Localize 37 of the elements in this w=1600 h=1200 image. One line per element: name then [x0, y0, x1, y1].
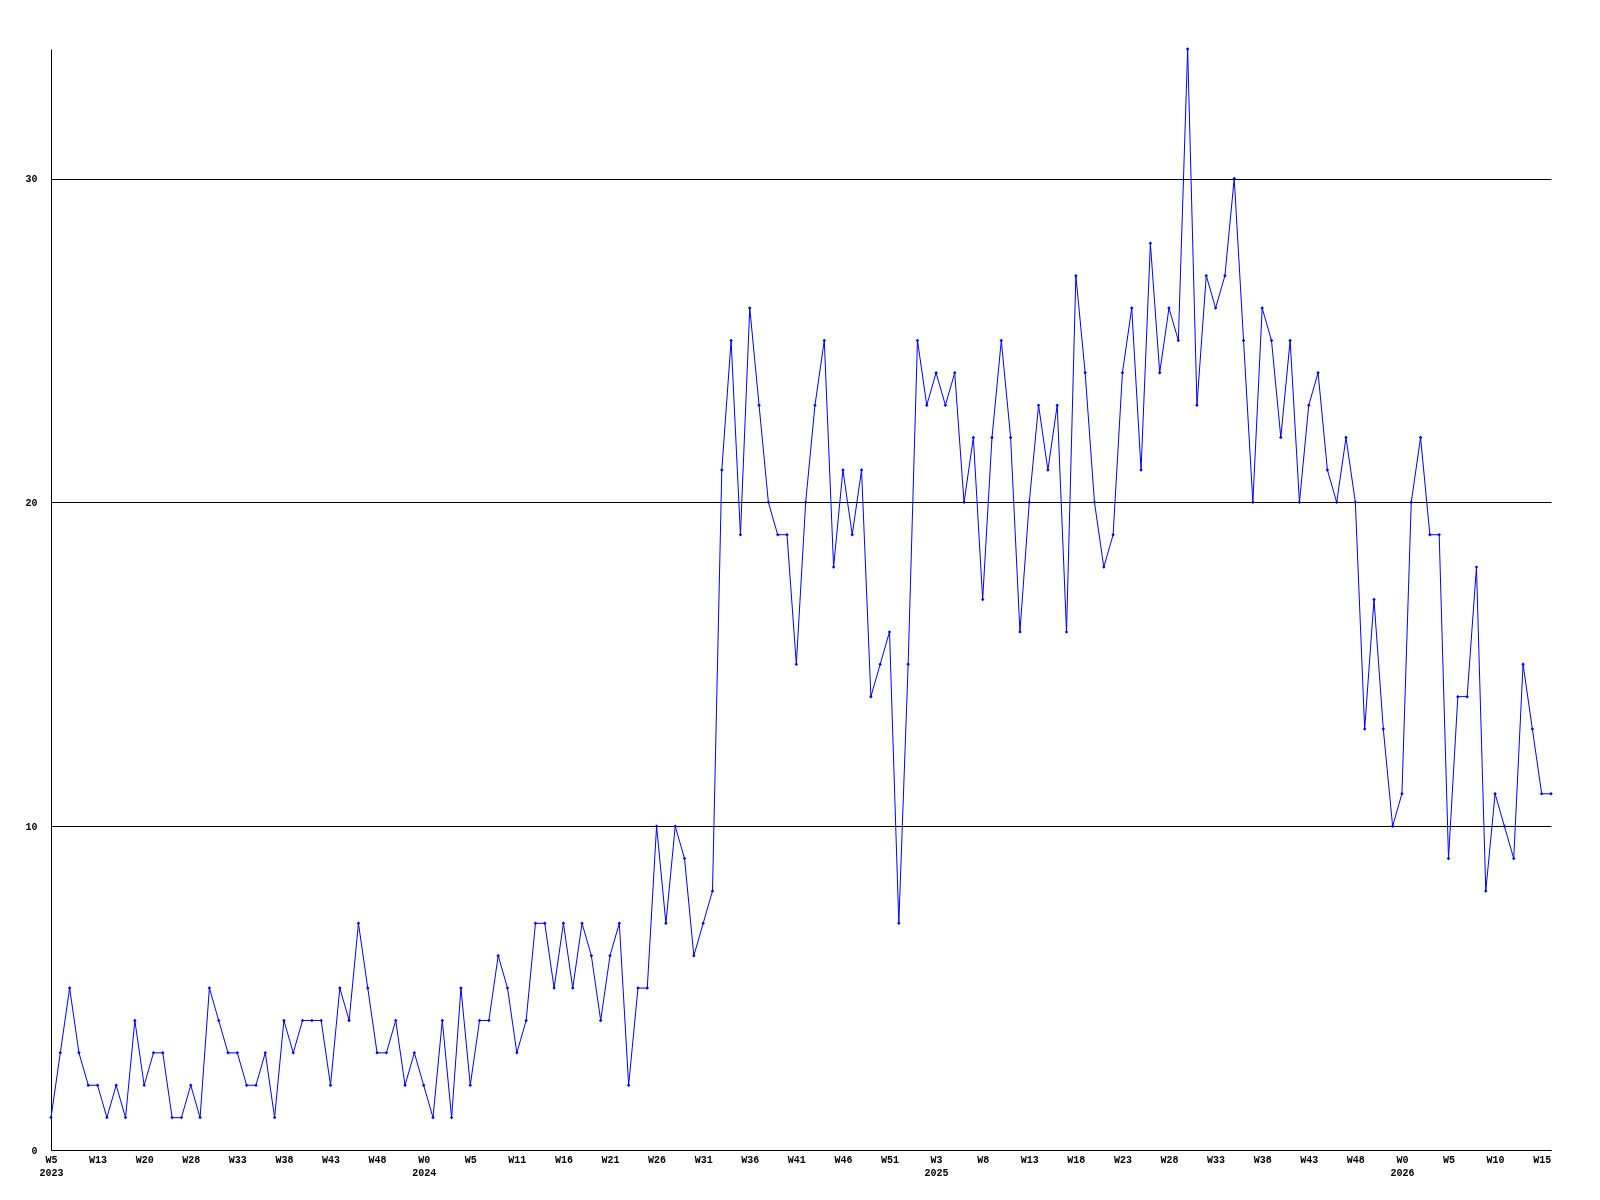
x-tick-label: W21: [601, 1154, 620, 1166]
x-tick-label: W5: [464, 1154, 477, 1166]
x-tick-label: W43: [1300, 1154, 1319, 1166]
x-tick-label: W33: [1207, 1154, 1226, 1166]
x-tick-label: W38: [1253, 1154, 1272, 1166]
x-tick-label: W31: [694, 1154, 713, 1166]
x-tick-label: W51: [881, 1154, 900, 1166]
x-tick-label: W43: [322, 1154, 341, 1166]
x-tick-label: W15: [1533, 1154, 1552, 1166]
x-tick-label: W28: [182, 1154, 201, 1166]
x-tick-label: W13: [89, 1154, 108, 1166]
y-tick-label: 0: [31, 1145, 38, 1157]
x-tick-label: W26: [648, 1154, 667, 1166]
x-tick-label: W13: [1020, 1154, 1039, 1166]
x-tick-label: W3 2025: [924, 1154, 949, 1179]
x-tick-label: W5 2023: [39, 1154, 64, 1179]
x-tick-label: W0 2024: [412, 1154, 437, 1179]
x-tick-label: W48: [368, 1154, 387, 1166]
x-tick-label: W11: [508, 1154, 527, 1166]
x-tick-label: W23: [1113, 1154, 1132, 1166]
x-tick-label: W41: [787, 1154, 806, 1166]
x-tick-label: W0 2026: [1390, 1154, 1415, 1179]
x-tick-label: W20: [135, 1154, 154, 1166]
x-tick-label: W5: [1443, 1154, 1456, 1166]
y-tick-label: 30: [25, 174, 38, 186]
x-tick-label: W48: [1346, 1154, 1365, 1166]
x-tick-label: W18: [1067, 1154, 1086, 1166]
x-tick-label: W10: [1486, 1154, 1505, 1166]
x-tick-label: W38: [275, 1154, 294, 1166]
x-tick-label: W36: [741, 1154, 760, 1166]
x-tick-label: W28: [1160, 1154, 1179, 1166]
x-tick-label: W46: [834, 1154, 853, 1166]
x-tick-label: W33: [228, 1154, 247, 1166]
x-tick-label: W16: [554, 1154, 573, 1166]
y-tick-label: 10: [25, 821, 38, 833]
x-tick-label: W8: [977, 1154, 990, 1166]
y-tick-label: 20: [25, 497, 38, 509]
